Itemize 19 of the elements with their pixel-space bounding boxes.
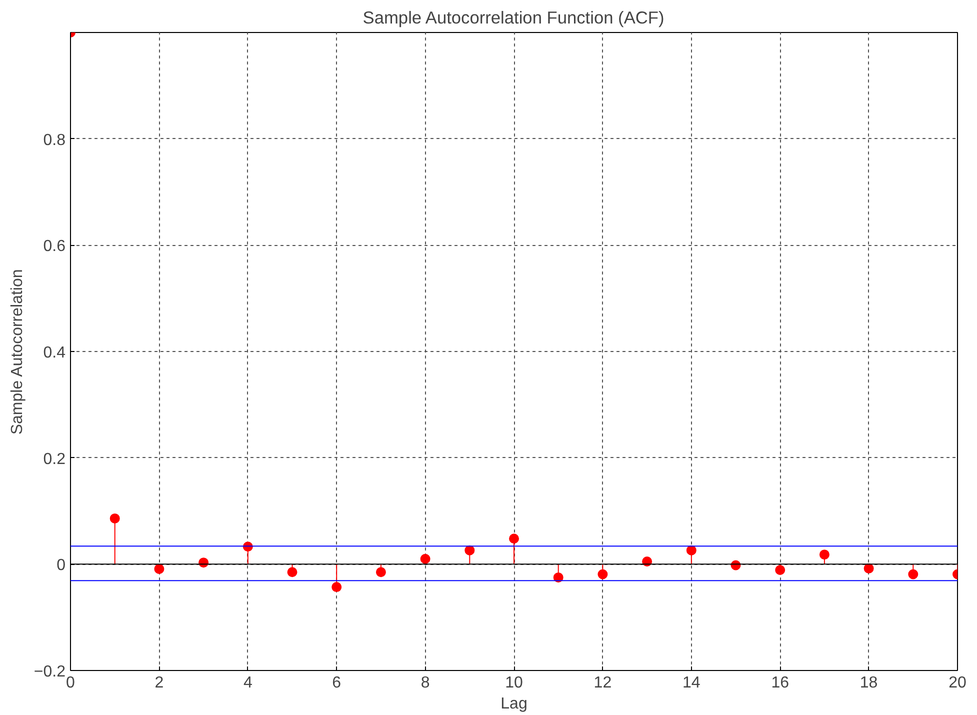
y-tick-label: 0 [56,557,66,574]
x-tick-label: 16 [771,674,790,692]
x-axis-title: Lag [500,696,528,712]
y-tick-label: 0.6 [43,238,66,256]
x-tick-label: 18 [860,674,878,692]
x-tick-label: 6 [332,674,342,692]
y-tick-label: 0.2 [43,450,66,468]
y-tick-label: −0.2 [34,664,66,680]
x-tick-label: 14 [682,674,700,692]
y-axis-title: Sample Autocorrelation [8,269,26,435]
chart-title: Sample Autocorrelation Function (ACF) [362,8,664,28]
y-tick-label: 0.8 [43,132,66,149]
x-tick-label: 12 [594,674,612,692]
x-tick-label: 10 [505,674,523,692]
y-tick-label: 0.4 [43,344,66,362]
x-tick-label: 2 [154,674,164,692]
x-tick-label: 4 [243,674,252,692]
x-tick-label: 8 [420,674,430,692]
x-tick-label: 20 [948,674,966,692]
